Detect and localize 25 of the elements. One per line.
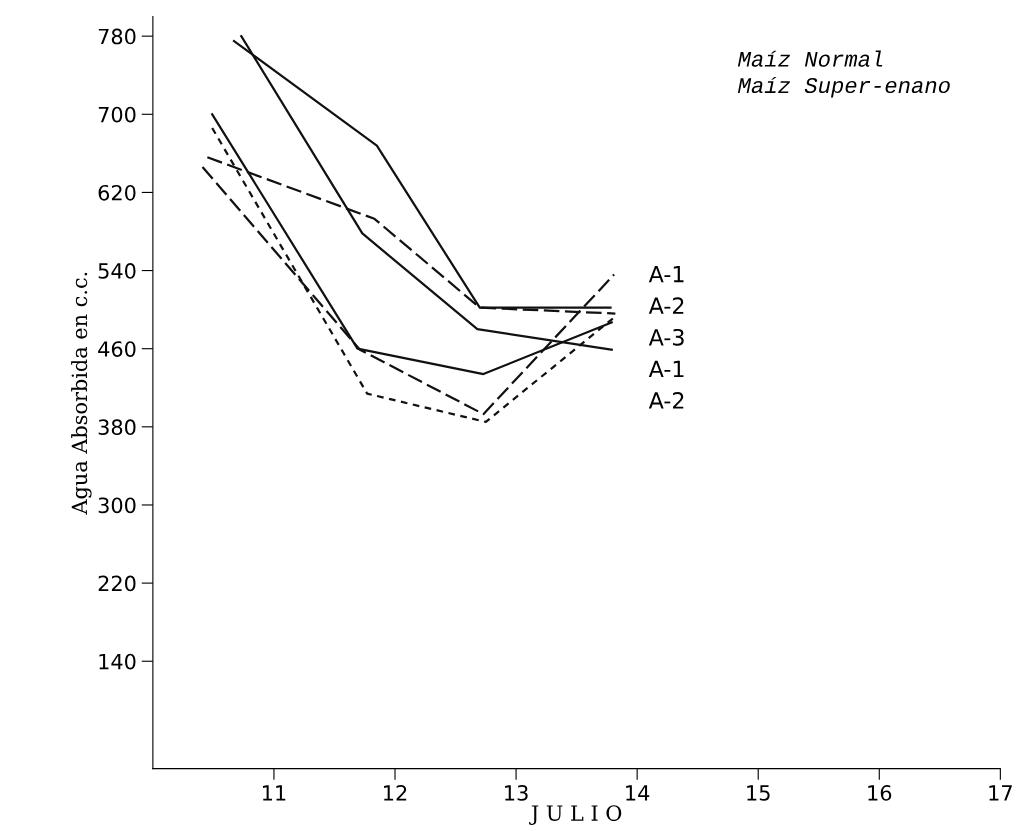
x-tick-label: 15: [747, 785, 770, 801]
y-tick-label: 220: [98, 575, 136, 592]
annotation: A-2: [648, 297, 684, 314]
x-tick-label: 16: [868, 785, 892, 801]
x-tick-label: 14: [626, 785, 650, 801]
y-tick-label: 620: [98, 184, 136, 201]
y-tick-label: 460: [98, 341, 136, 357]
x-tick-label: 11: [262, 785, 286, 801]
x-tick-label: 17: [989, 785, 1012, 801]
y-tick-label: 700: [98, 106, 136, 123]
annotation: A-3: [648, 328, 684, 346]
annotation: Maíz Super-enano: [737, 77, 950, 98]
y-tick-label: 140: [99, 653, 136, 670]
y-tick-label: 300: [98, 497, 136, 514]
x-tick-label: 13: [505, 785, 528, 801]
annotation: A-2: [648, 392, 684, 409]
y-tick-label: 540: [98, 263, 136, 279]
annotation: A-1: [648, 266, 684, 283]
y-axis-title: Agua Absorbida en c.c.: [71, 272, 92, 515]
annotation: Maíz Normal: [737, 50, 883, 67]
x-tick-label: 12: [384, 785, 407, 801]
x-axis-title: J U L I O: [529, 805, 622, 825]
y-tick-label: 780: [98, 28, 136, 45]
y-tick-label: 380: [98, 419, 136, 436]
annotation: A-1: [648, 360, 684, 377]
